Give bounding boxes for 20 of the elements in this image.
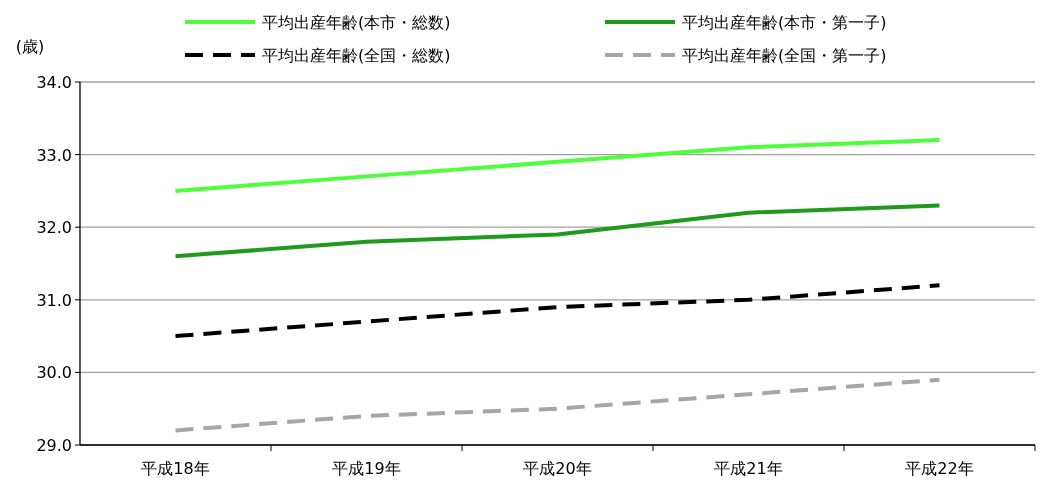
y-tick-label: 31.0 [36, 290, 72, 310]
line-series [173, 203, 942, 259]
x-tick-label: 平成19年 [332, 459, 401, 478]
x-tick-label: 平成22年 [905, 459, 974, 478]
y-tick-label: 33.0 [36, 145, 72, 165]
x-tick-label: 平成20年 [523, 459, 592, 478]
y-tick-label: 30.0 [36, 363, 72, 383]
y-tick-label: 29.0 [36, 436, 72, 455]
line-series [173, 283, 942, 339]
y-tick-label: 32.0 [36, 218, 72, 238]
legend-label: 平均出産年齢(本市・総数) [262, 13, 451, 32]
legend-label: 平均出産年齢(全国・総数) [262, 46, 451, 65]
x-tick-label: 平成21年 [714, 459, 783, 478]
y-axis-title: (歳) [15, 37, 45, 56]
legend-label: 平均出産年齢(全国・第一子) [682, 46, 887, 65]
line-series [173, 138, 942, 193]
legend-label: 平均出産年齢(本市・第一子) [682, 13, 887, 32]
x-tick-label: 平成18年 [141, 459, 210, 478]
y-tick-label: 34.0 [36, 73, 72, 92]
line-series [173, 377, 942, 433]
